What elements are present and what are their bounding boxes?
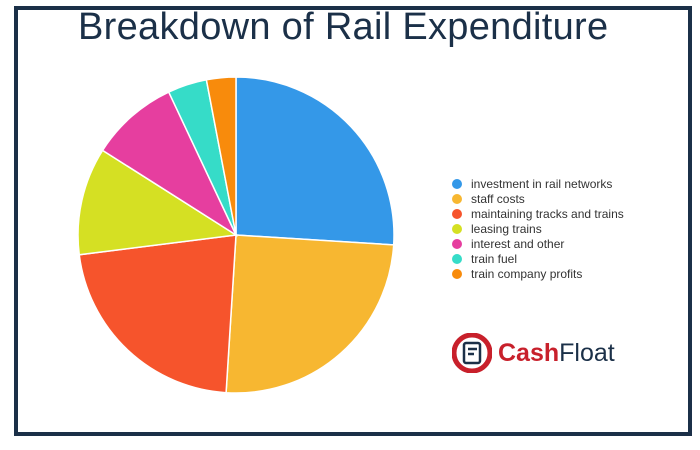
legend-swatch <box>452 208 462 219</box>
pie-slice-2[interactable] <box>78 234 237 394</box>
pie-slice-1[interactable] <box>225 234 395 394</box>
legend-item[interactable]: leasing trains <box>452 221 624 236</box>
legend-label: train company profits <box>471 266 583 281</box>
legend-item[interactable]: interest and other <box>452 236 624 251</box>
legend-swatch <box>452 193 462 204</box>
pie-slice-0[interactable] <box>235 76 395 246</box>
chart-title: Breakdown of Rail Expenditure <box>78 6 609 48</box>
pie-slice-3[interactable] <box>77 149 239 256</box>
legend-swatch <box>452 223 462 234</box>
legend-swatch <box>452 238 462 249</box>
pie-slice-6[interactable] <box>205 76 237 236</box>
chart-legend: investment in rail networks staff costs ma… <box>452 176 624 281</box>
legend-label: staff costs <box>471 191 525 206</box>
cashfloat-logo: CashFloat <box>452 333 615 373</box>
legend-item[interactable]: maintaining tracks and trains <box>452 206 624 221</box>
legend-item[interactable]: staff costs <box>452 191 624 206</box>
cashfloat-mark-icon <box>452 333 492 373</box>
legend-item[interactable]: train fuel <box>452 251 624 266</box>
legend-label: leasing trains <box>471 221 542 236</box>
brand-name-cash: Cash <box>498 338 560 367</box>
legend-item[interactable]: train company profits <box>452 266 624 281</box>
legend-label: maintaining tracks and trains <box>471 206 624 221</box>
pie-slice-4[interactable] <box>101 91 238 238</box>
legend-swatch <box>452 268 462 279</box>
legend-item[interactable]: investment in rail networks <box>452 176 624 191</box>
brand-name-float: Float <box>559 338 615 367</box>
legend-label: train fuel <box>471 251 518 266</box>
legend-swatch <box>452 178 462 189</box>
legend-swatch <box>452 253 462 264</box>
legend-label: investment in rail networks <box>471 176 613 191</box>
pie-chart <box>77 76 395 394</box>
legend-label: interest and other <box>471 236 565 251</box>
